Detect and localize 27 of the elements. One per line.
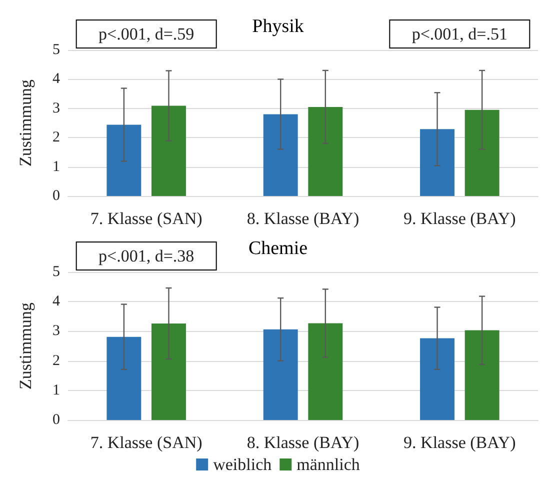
y-tick-label: 1: [52, 382, 60, 398]
x-tick-label: 9. Klasse (BAY): [404, 209, 516, 228]
x-tick-label: 8. Klasse (BAY): [246, 209, 360, 228]
chart-title: Chemie: [248, 238, 308, 259]
y-tick-label: 2: [52, 130, 60, 146]
y-tick-label: 0: [52, 188, 60, 204]
y-tick-label: 5: [52, 264, 60, 280]
y-tick-label: 4: [52, 294, 60, 310]
y-tick-label: 3: [52, 100, 60, 116]
legend-label: männlich: [296, 455, 360, 474]
legend-label: weiblich: [213, 455, 272, 474]
y-tick-label: 5: [52, 42, 60, 58]
text: p<.001, d=.38: [98, 246, 194, 266]
chart-title: Physik: [252, 16, 304, 37]
y-tick-label: 0: [52, 412, 60, 428]
x-tick-label: 7. Klasse (SAN): [90, 209, 202, 228]
x-tick-label: 9. Klasse (BAY): [404, 433, 516, 452]
y-tick-label: 4: [52, 71, 60, 88]
x-tick-label: 7. Klasse (SAN): [90, 433, 202, 452]
y-tick-label: 3: [52, 323, 60, 340]
y-tick-label: 1: [52, 158, 60, 175]
text: p<.001, d=.59: [98, 24, 194, 44]
y-axis-title: Zustimmung: [16, 79, 35, 166]
y-tick-label: 2: [52, 352, 60, 369]
text: p<.001, d=.51: [412, 24, 508, 44]
x-tick-label: 8. Klasse (BAY): [246, 433, 360, 452]
y-axis-title: Zustimmung: [16, 302, 35, 390]
